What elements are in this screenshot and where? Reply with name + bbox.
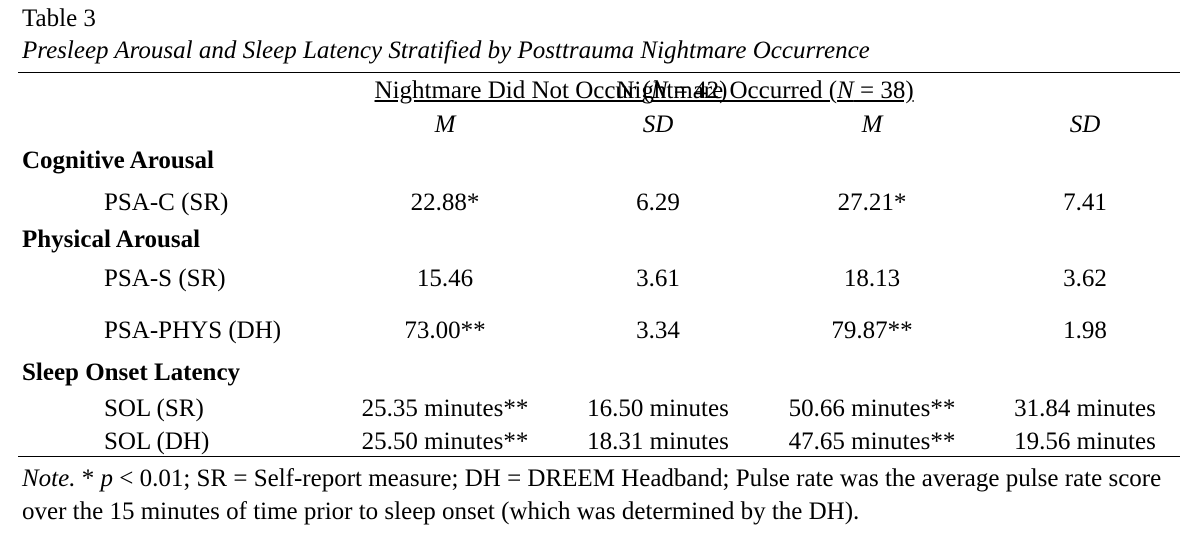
cell: 18.31 minutes	[587, 428, 729, 455]
column-header: SD	[642, 111, 674, 138]
section-label: Sleep Onset Latency	[22, 359, 241, 386]
note-part: Note.	[22, 465, 76, 492]
row-label: PSA-S (SR)	[104, 265, 226, 292]
cell: 3.61	[636, 265, 680, 292]
bottom-rule	[18, 456, 1180, 457]
header-part: N	[837, 77, 854, 104]
header-part: N	[650, 77, 668, 104]
cell: 1.98	[1063, 317, 1107, 344]
column-header: M	[434, 111, 456, 138]
note-part: < 0.01; SR = Self-report measure; DH = D…	[22, 465, 1162, 525]
top-rule	[18, 72, 1180, 73]
cell: 25.35 minutes**	[361, 395, 529, 422]
cell: 3.34	[636, 317, 680, 344]
row-label: SOL (DH)	[104, 428, 210, 455]
cell: 15.46	[416, 265, 474, 292]
cell: 6.29	[636, 189, 680, 216]
cell: 27.21*	[837, 189, 907, 216]
row-label: PSA-PHYS (DH)	[104, 317, 282, 344]
note-part: p	[100, 465, 113, 492]
section-label: Cognitive Arousal	[22, 147, 214, 174]
header-part: = 38)	[853, 77, 914, 104]
header-part: Nightmare Did Not Occur (	[374, 77, 651, 104]
cell: 73.00**	[404, 317, 486, 344]
column-group-header: Nightmare Occurred (N = 38)	[616, 76, 913, 106]
table-note: Note. * p < 0.01; SR = Self-report measu…	[22, 462, 1172, 528]
column-group-header: Nightmare Did Not Occur (N = 42)	[375, 76, 728, 106]
cell: 22.88*	[410, 189, 480, 216]
cell: 16.50 minutes	[587, 395, 729, 422]
cell: 25.50 minutes**	[361, 428, 529, 455]
cell: 19.56 minutes	[1014, 428, 1156, 455]
row-label: SOL (SR)	[104, 395, 204, 422]
cell: 3.62	[1063, 265, 1107, 292]
section-label: Physical Arousal	[22, 226, 201, 253]
cell: 7.41	[1063, 189, 1107, 216]
table-title: Presleep Arousal and Sleep Latency Strat…	[22, 37, 870, 64]
header-part: = 42)	[667, 77, 728, 104]
cell: 50.66 minutes**	[788, 395, 956, 422]
cell: 79.87**	[831, 317, 913, 344]
cell: 18.13	[843, 265, 901, 292]
column-header: SD	[1069, 111, 1101, 138]
row-label: PSA-C (SR)	[104, 189, 229, 216]
cell: 47.65 minutes**	[788, 428, 956, 455]
column-header: M	[861, 111, 883, 138]
cell: 31.84 minutes	[1014, 395, 1156, 422]
header-part: Nightmare Occurred (	[616, 77, 838, 104]
table-number: Table 3	[22, 5, 96, 32]
note-part: *	[81, 465, 101, 492]
